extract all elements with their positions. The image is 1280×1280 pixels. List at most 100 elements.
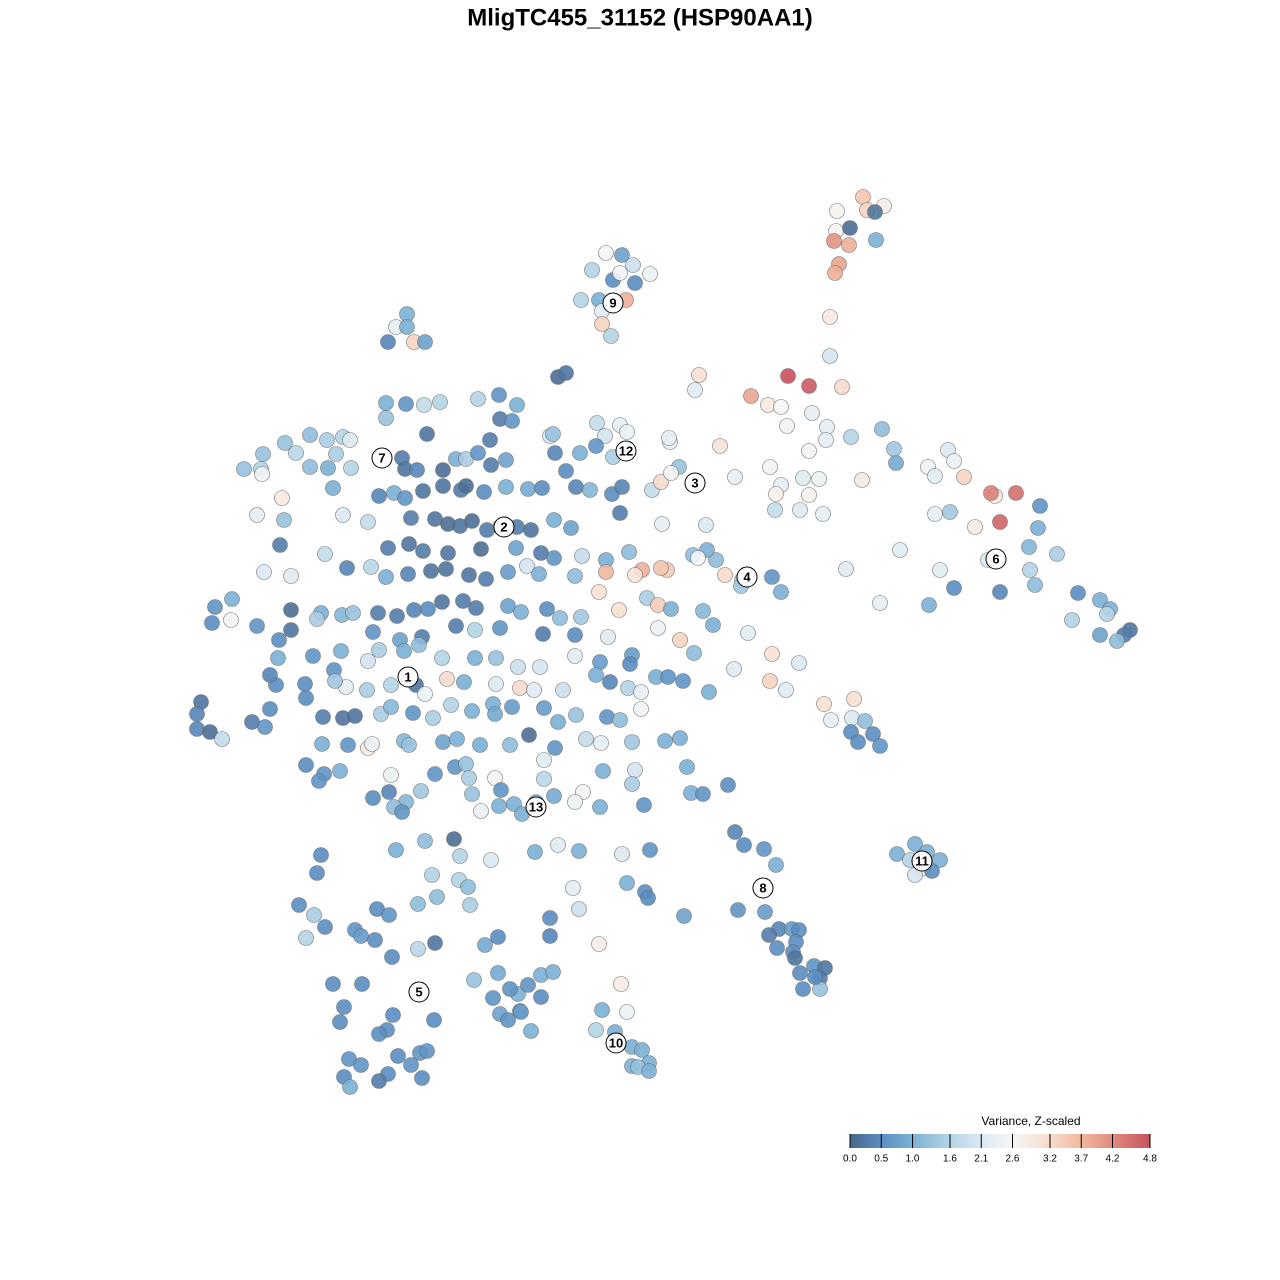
point [419, 426, 435, 442]
point [424, 867, 440, 883]
point [727, 824, 743, 840]
point [498, 479, 514, 495]
point [298, 930, 314, 946]
point [627, 275, 643, 291]
point [591, 584, 607, 600]
point [992, 514, 1008, 530]
point [613, 976, 629, 992]
point [438, 561, 454, 577]
point [365, 790, 381, 806]
point [594, 316, 610, 332]
point [779, 418, 795, 434]
point [634, 1042, 650, 1058]
point [398, 396, 414, 412]
point [764, 646, 780, 662]
point [461, 770, 477, 786]
point [927, 506, 943, 522]
cluster-label: 8 [759, 880, 766, 895]
point [429, 889, 445, 905]
colorbar-tick-label: 3.7 [1074, 1154, 1088, 1165]
point [536, 700, 552, 716]
point [319, 432, 335, 448]
point [427, 766, 443, 782]
point [620, 680, 636, 696]
point [491, 798, 507, 814]
point [406, 602, 422, 618]
point [306, 907, 322, 923]
point [598, 564, 614, 580]
point [614, 846, 630, 862]
point [420, 601, 436, 617]
point [1064, 612, 1080, 628]
point [650, 597, 666, 613]
point [588, 667, 604, 683]
point [886, 441, 902, 457]
point [558, 365, 574, 381]
cluster-label-bg [371, 447, 393, 469]
point [534, 480, 550, 496]
point [417, 686, 433, 702]
point [603, 328, 619, 344]
point [730, 902, 746, 918]
point [315, 709, 331, 725]
point [868, 232, 884, 248]
point [461, 567, 477, 583]
point [384, 949, 400, 965]
point [394, 804, 410, 820]
point [588, 438, 604, 454]
point [767, 502, 783, 518]
point [792, 502, 808, 518]
point [325, 976, 341, 992]
point [612, 505, 628, 521]
point [512, 680, 528, 696]
point [272, 537, 288, 553]
point [672, 632, 688, 648]
point [276, 512, 292, 528]
point [567, 794, 583, 810]
point [589, 415, 605, 431]
point [482, 432, 498, 448]
point [274, 490, 290, 506]
point [381, 784, 397, 800]
point [464, 786, 480, 802]
point [325, 480, 341, 496]
point [458, 756, 474, 772]
point [568, 707, 584, 723]
point [611, 602, 627, 618]
point [298, 690, 314, 706]
point [687, 382, 703, 398]
point [769, 940, 785, 956]
point [1049, 546, 1065, 562]
point [396, 643, 412, 659]
point [762, 459, 778, 475]
point [488, 676, 504, 692]
point [555, 682, 571, 698]
point [727, 469, 743, 485]
point [432, 394, 448, 410]
point [485, 990, 501, 1006]
point [467, 650, 483, 666]
point [536, 752, 552, 768]
cluster-label: 13 [529, 799, 543, 814]
point [410, 896, 426, 912]
point [520, 977, 536, 993]
point [547, 445, 563, 461]
point [365, 624, 381, 640]
point [736, 837, 752, 853]
point [874, 421, 890, 437]
point [371, 1026, 387, 1042]
point [827, 265, 843, 281]
point [942, 504, 958, 520]
point [545, 964, 561, 980]
point [488, 650, 504, 666]
point [502, 737, 518, 753]
point [550, 837, 566, 853]
point [801, 487, 817, 503]
point [872, 738, 888, 754]
point [627, 567, 643, 583]
point [378, 569, 394, 585]
point [546, 550, 562, 566]
point [761, 927, 777, 943]
point [865, 726, 881, 742]
